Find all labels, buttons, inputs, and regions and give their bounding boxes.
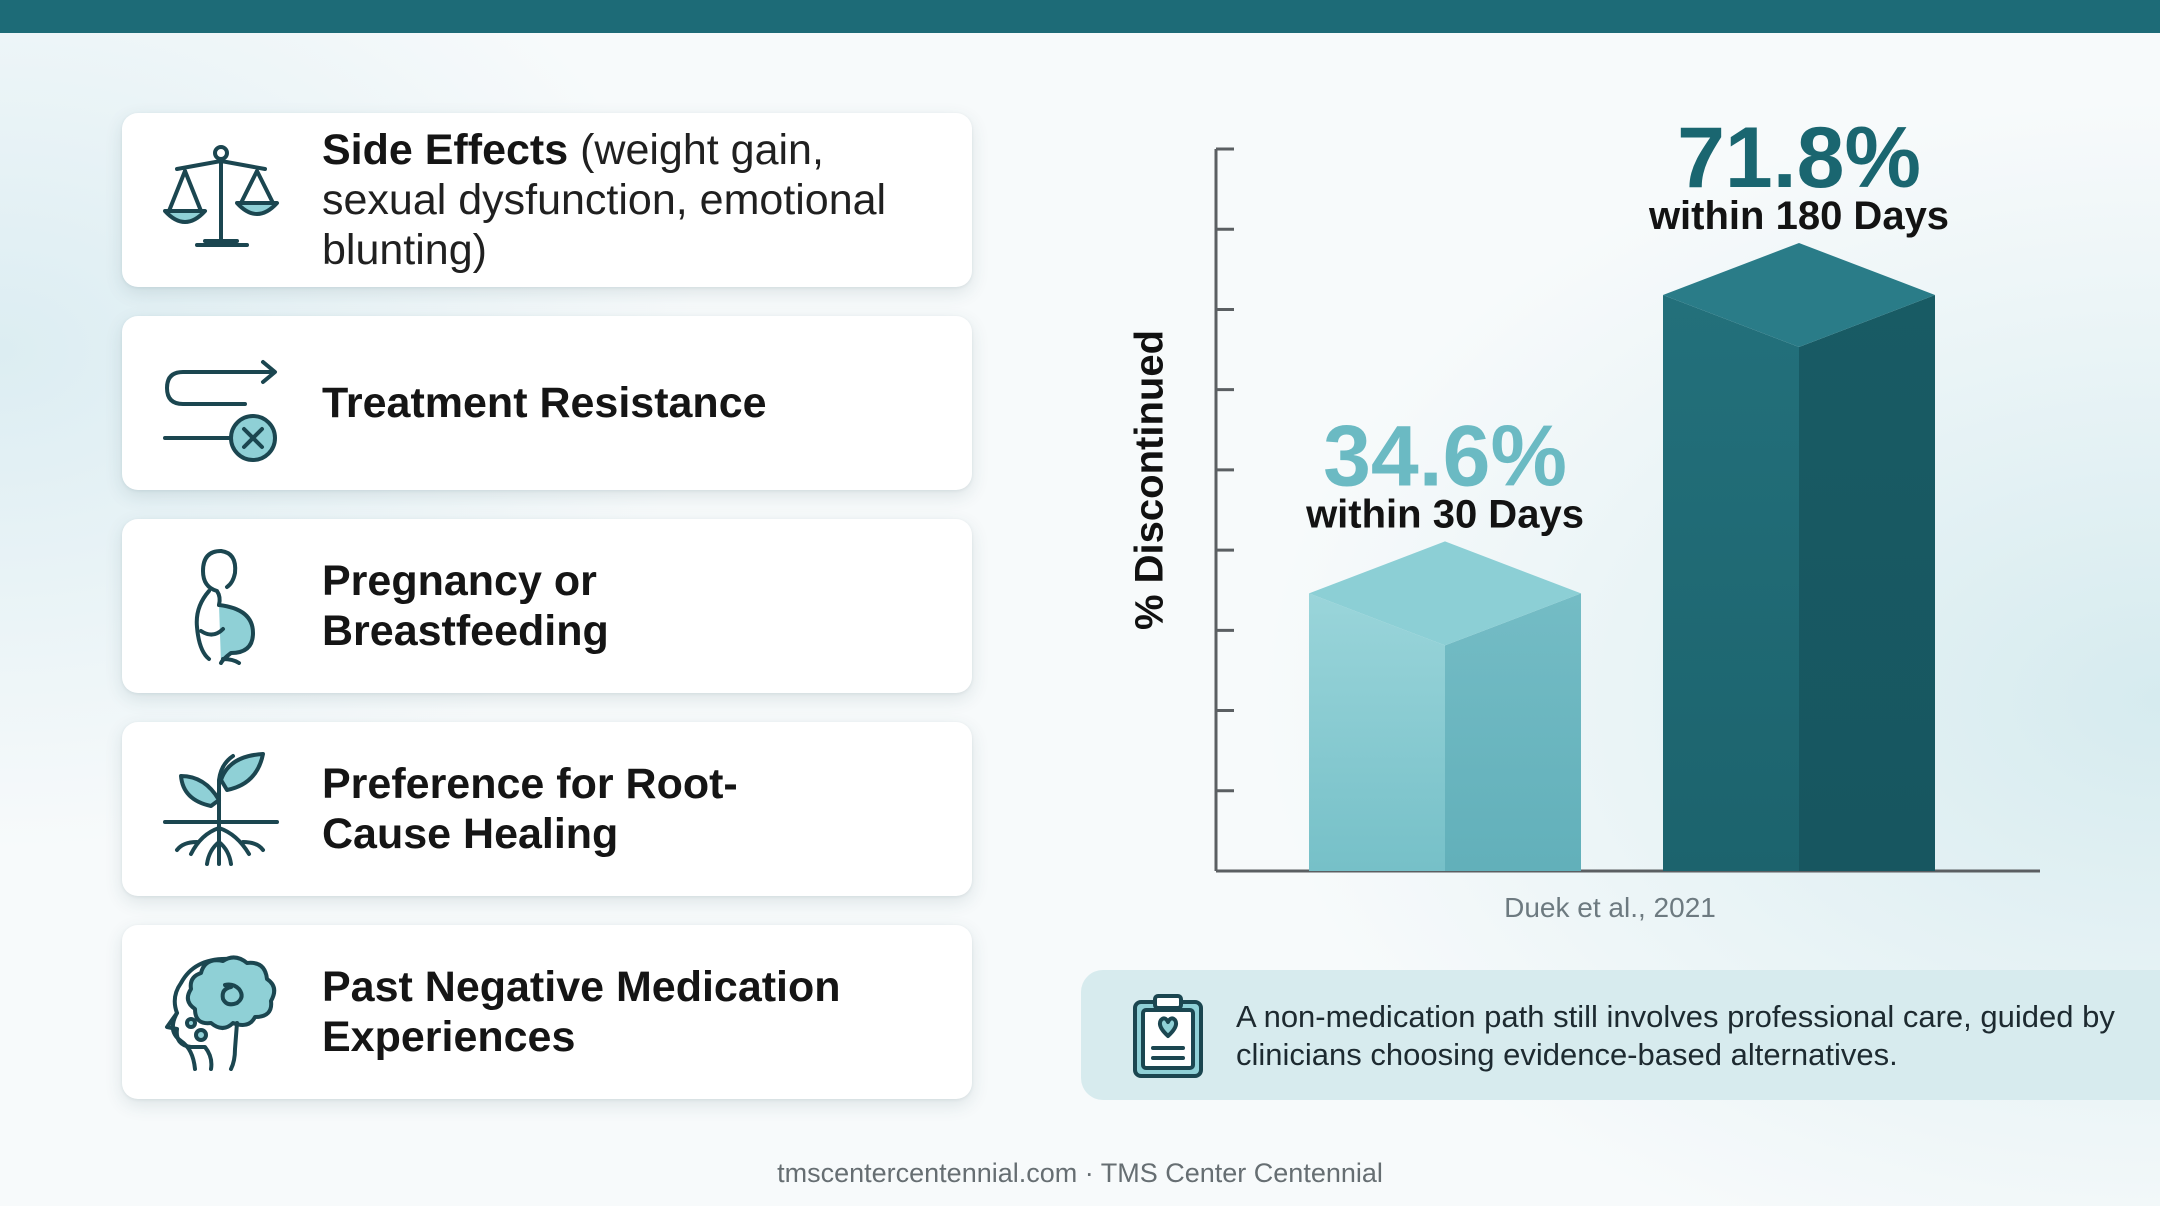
reason-card-past-negative: Past Negative Medication Experiences [122, 925, 972, 1099]
reason-card-treatment-resistance: Treatment Resistance [122, 316, 972, 490]
reason-title: Pregnancy or Breastfeeding [322, 557, 609, 655]
note-text: A non-medication path still involves pro… [1236, 999, 2115, 1072]
head-brain-icon [160, 953, 282, 1071]
pregnant-woman-icon [160, 547, 282, 665]
footer-text: tmscentercentennial.com · TMS Center Cen… [777, 1158, 1383, 1188]
bar-face-left [1663, 295, 1799, 871]
reason-title: Past Negative Medication Experiences [322, 963, 841, 1061]
reason-text: Past Negative Medication Experiences [322, 925, 952, 1099]
bar-value-label: 34.6% [1323, 408, 1567, 504]
bar-top [1309, 541, 1581, 646]
reason-card-side-effects: Side Effects (weight gain, sexual dysfun… [122, 113, 972, 287]
note-box: A non-medication path still involves pro… [1081, 970, 2160, 1100]
bar-top [1663, 243, 1935, 348]
reason-text: Side Effects (weight gain, sexual dysfun… [322, 113, 952, 287]
clipboard-heart-icon [1131, 992, 1205, 1080]
reason-detail: (weight gain, sexual dysfunction, emotio… [322, 126, 887, 274]
reason-text: Pregnancy or Breastfeeding [322, 519, 952, 693]
chart-source: Duek et al., 2021 [1504, 892, 1716, 923]
bar-value-label: 71.8% [1677, 110, 1921, 206]
bar-face-right [1445, 593, 1581, 871]
reason-text: Treatment Resistance [322, 316, 952, 490]
reason-title: Treatment Resistance [322, 379, 767, 427]
path-blocked-icon [160, 344, 282, 462]
reason-title: Side Effects [322, 126, 569, 174]
bar-face-right [1799, 295, 1935, 871]
bar-chart: 34.6%within 30 Days 71.8%within 180 Days [1214, 110, 2040, 873]
sprout-roots-icon [160, 750, 282, 868]
reason-title: Preference for Root-Cause Healing [322, 760, 738, 858]
bar-category-label: within 30 Days [1305, 492, 1584, 536]
reason-card-root-cause: Preference for Root-Cause Healing [122, 722, 972, 896]
bar-face-left [1309, 593, 1445, 871]
top-bar [0, 0, 2160, 33]
bar-category-label: within 180 Days [1648, 194, 1949, 238]
reason-card-pregnancy: Pregnancy or Breastfeeding [122, 519, 972, 693]
scales-icon [160, 141, 282, 259]
reason-text: Preference for Root-Cause Healing [322, 722, 952, 896]
